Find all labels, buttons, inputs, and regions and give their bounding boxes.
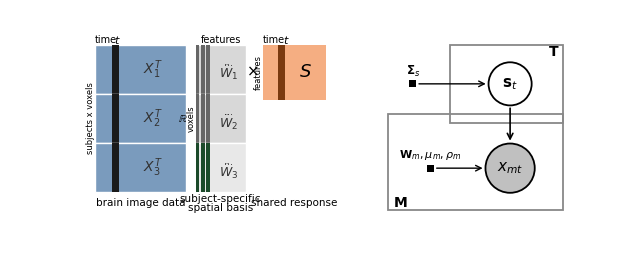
Text: brain image data: brain image data bbox=[96, 198, 185, 208]
Text: $x_{mt}$: $x_{mt}$ bbox=[497, 160, 524, 176]
Bar bbox=[196, 45, 200, 94]
Bar bbox=[113, 94, 119, 143]
Bar bbox=[201, 94, 205, 143]
Text: subject-specific: subject-specific bbox=[180, 194, 261, 204]
Text: shared response: shared response bbox=[252, 198, 338, 208]
Text: subjects x voxels: subjects x voxels bbox=[86, 83, 95, 154]
Text: $\ddot{W}_1$: $\ddot{W}_1$ bbox=[219, 64, 238, 82]
Bar bbox=[95, 143, 186, 193]
Text: $\mathbf{s}_t$: $\mathbf{s}_t$ bbox=[502, 76, 518, 92]
Text: T: T bbox=[548, 45, 558, 59]
Bar bbox=[95, 94, 186, 143]
Circle shape bbox=[486, 144, 535, 193]
Circle shape bbox=[488, 62, 532, 105]
Bar bbox=[206, 94, 210, 143]
Bar bbox=[450, 45, 563, 123]
Text: $t$: $t$ bbox=[283, 34, 290, 46]
Text: voxels: voxels bbox=[186, 105, 195, 132]
Text: $t$: $t$ bbox=[114, 34, 120, 46]
Text: $\ddot{W}_3$: $\ddot{W}_3$ bbox=[219, 162, 238, 181]
Text: $S$: $S$ bbox=[300, 63, 312, 81]
Bar bbox=[113, 143, 119, 193]
Text: spatial basis: spatial basis bbox=[188, 203, 253, 213]
Text: features: features bbox=[200, 35, 241, 45]
Bar bbox=[95, 45, 186, 94]
Bar bbox=[278, 45, 285, 100]
Text: $X_2^T$: $X_2^T$ bbox=[143, 107, 163, 130]
Bar bbox=[388, 114, 563, 210]
Bar bbox=[206, 45, 210, 94]
Text: $\ddot{W}_2$: $\ddot{W}_2$ bbox=[219, 113, 238, 132]
Text: $\mathbf{\Sigma}_s$: $\mathbf{\Sigma}_s$ bbox=[406, 64, 420, 79]
Bar bbox=[196, 45, 246, 94]
Text: $X_3^T$: $X_3^T$ bbox=[143, 156, 163, 179]
Bar bbox=[196, 143, 246, 193]
Bar bbox=[201, 45, 205, 94]
Bar bbox=[409, 80, 416, 87]
Bar bbox=[427, 165, 434, 172]
Bar bbox=[196, 94, 246, 143]
Text: $X_1^T$: $X_1^T$ bbox=[143, 58, 163, 81]
Text: ...: ... bbox=[224, 107, 233, 117]
Text: ...: ... bbox=[224, 157, 233, 167]
Bar bbox=[206, 143, 210, 193]
Text: time: time bbox=[263, 35, 285, 45]
Bar bbox=[196, 94, 200, 143]
Text: $\mathbf{W}_m, \mu_m, \rho_m$: $\mathbf{W}_m, \mu_m, \rho_m$ bbox=[399, 148, 462, 163]
Text: $\mathbb{R}$: $\mathbb{R}$ bbox=[178, 113, 188, 124]
Text: ...: ... bbox=[224, 58, 233, 68]
Text: time: time bbox=[95, 35, 117, 45]
Text: features: features bbox=[253, 55, 262, 90]
Text: $\times$: $\times$ bbox=[246, 64, 259, 79]
Bar bbox=[201, 143, 205, 193]
Bar bbox=[196, 143, 200, 193]
Bar bbox=[113, 45, 119, 94]
Bar bbox=[262, 45, 326, 100]
Text: M: M bbox=[394, 196, 407, 210]
